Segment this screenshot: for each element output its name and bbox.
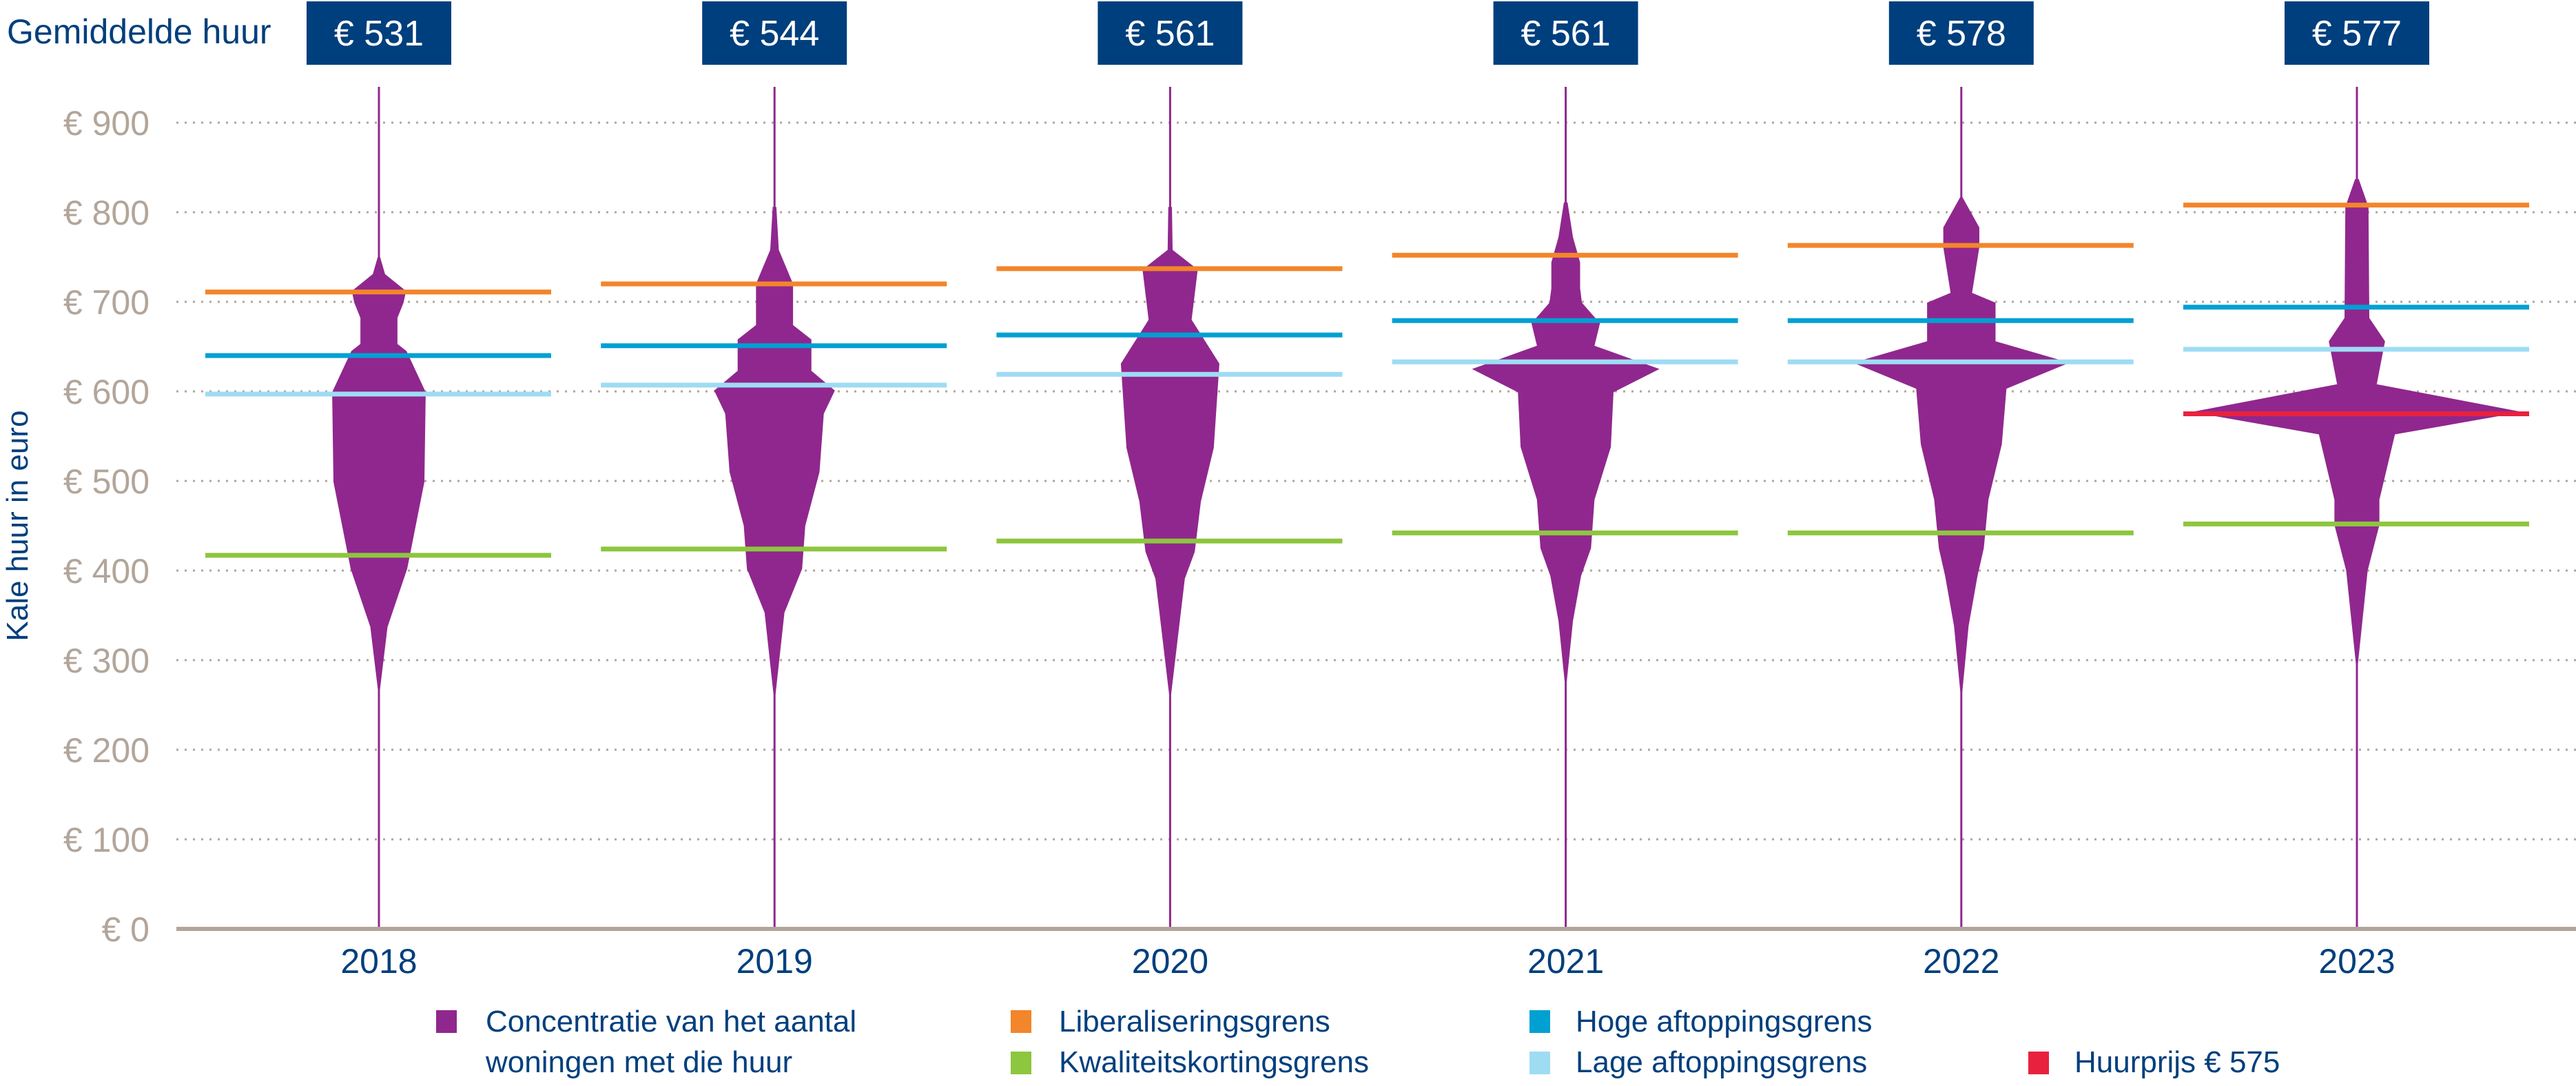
legend-item-huurprijs: Huurprijs € 575 xyxy=(2028,1045,2280,1079)
y-axis-label: Kale huur in euro xyxy=(1,410,34,641)
average-rent-box xyxy=(1888,1,2034,65)
violin-2020 xyxy=(1120,207,1219,695)
legend-item-kwaliteit: Kwaliteitskortingsgrens xyxy=(1011,1045,1369,1079)
legend-label: Huurprijs € 575 xyxy=(2074,1045,2280,1079)
y-tick-label: € 600 xyxy=(63,373,150,411)
legend-item-liberalisering: Liberaliseringsgrens xyxy=(1011,1005,1330,1038)
x-tick-label: 2022 xyxy=(1923,942,1999,981)
legend-label-line2: woningen met die huur xyxy=(485,1045,792,1079)
violin-2022 xyxy=(1853,196,2070,692)
average-rent-box xyxy=(1493,1,1638,65)
legend-swatch-lage xyxy=(1529,1052,1550,1074)
x-tick-label: 2020 xyxy=(1132,942,1208,981)
y-tick-label: € 0 xyxy=(101,910,150,949)
y-tick-label: € 200 xyxy=(63,731,150,770)
legend-swatch-kwaliteit xyxy=(1011,1052,1031,1074)
average-rent-value: € 531 xyxy=(334,14,424,54)
legend-label: Kwaliteitskortingsgrens xyxy=(1059,1045,1369,1079)
average-rent-value: € 561 xyxy=(1521,14,1611,54)
violin-2023 xyxy=(2192,178,2522,664)
violin-2019 xyxy=(714,207,835,695)
violin-2021 xyxy=(1472,202,1660,682)
legend-swatch-violin xyxy=(436,1010,457,1033)
x-tick-label: 2018 xyxy=(340,942,417,981)
average-rent-box xyxy=(307,1,451,65)
average-rent-value: € 544 xyxy=(730,14,819,54)
legend-label: Lage aftoppingsgrens xyxy=(1576,1045,1867,1079)
y-tick-label: € 700 xyxy=(63,283,150,322)
gridlines xyxy=(176,121,2576,841)
y-tick-label: € 500 xyxy=(63,462,150,501)
y-tick-label: € 100 xyxy=(63,821,150,859)
average-rent-value: € 578 xyxy=(1917,14,2006,54)
legend-item-concentratie: Concentratie van het aantal woningen met… xyxy=(436,1005,856,1079)
average-rent-box xyxy=(1098,1,1243,65)
y-tick-label: € 900 xyxy=(63,104,150,143)
x-axis-ticks: 2018 2019 2020 2021 2022 2023 xyxy=(340,942,2395,981)
legend: Concentratie van het aantal woningen met… xyxy=(436,1005,2280,1079)
legend-item-hoge: Hoge aftoppingsgrens xyxy=(1529,1005,1873,1038)
x-tick-label: 2023 xyxy=(2318,942,2395,981)
x-tick-label: 2021 xyxy=(1527,942,1604,981)
average-rent-box xyxy=(2285,1,2429,65)
average-rent-title: Gemiddelde huur xyxy=(7,12,271,51)
y-axis-ticks: € 0 € 100 € 200 € 300 € 400 € 500 € 600 € 700 € … xyxy=(63,104,150,949)
legend-item-lage: Lage aftoppingsgrens xyxy=(1529,1045,1867,1079)
average-rent-boxes: € 531 € 544 € 561 € 561 € 578 € 577 xyxy=(307,1,2429,65)
average-rent-value: € 577 xyxy=(2312,14,2402,54)
legend-swatch-huurprijs xyxy=(2028,1052,2049,1074)
violin-2018 xyxy=(332,257,426,690)
average-rent-box xyxy=(702,1,847,65)
y-tick-label: € 400 xyxy=(63,552,150,591)
legend-label: Concentratie van het aantal xyxy=(486,1005,856,1038)
legend-label: Hoge aftoppingsgrens xyxy=(1576,1005,1873,1038)
y-tick-label: € 800 xyxy=(63,194,150,232)
violins xyxy=(332,87,2522,929)
legend-swatch-liberalisering xyxy=(1011,1010,1031,1033)
legend-label: Liberaliseringsgrens xyxy=(1059,1005,1330,1038)
legend-swatch-hoge xyxy=(1529,1010,1550,1033)
average-rent-value: € 561 xyxy=(1125,14,1215,54)
y-tick-label: € 300 xyxy=(63,642,150,680)
x-tick-label: 2019 xyxy=(736,942,813,981)
reference-lines xyxy=(205,203,2529,558)
